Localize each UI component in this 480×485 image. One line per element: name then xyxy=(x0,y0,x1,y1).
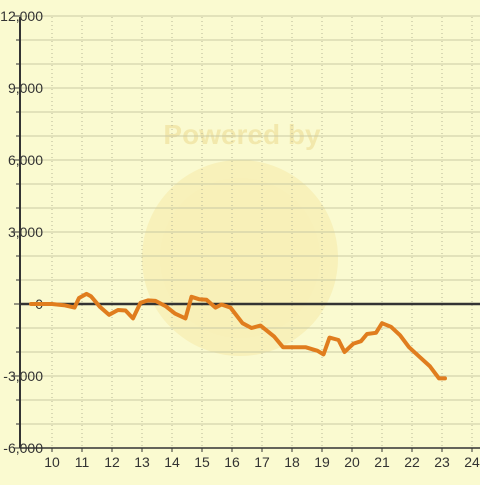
x-tick-label: 17 xyxy=(254,454,270,470)
x-tick-label: 22 xyxy=(404,454,420,470)
x-tick-label: 21 xyxy=(374,454,390,470)
series-line xyxy=(29,291,447,381)
x-tick-label: 13 xyxy=(134,454,150,470)
y-tick-label: 12,000 xyxy=(0,8,43,24)
x-tick-label: 16 xyxy=(224,454,240,470)
y-tick-label: -3,000 xyxy=(3,368,43,384)
x-tick-label: 10 xyxy=(44,454,60,470)
x-tick-label: 15 xyxy=(194,454,210,470)
watermark-text: Powered by xyxy=(163,119,321,150)
y-tick-label: 6,000 xyxy=(8,152,43,168)
y-tick-label: -6,000 xyxy=(3,440,43,456)
x-tick-label: 24 xyxy=(464,454,480,470)
x-tick-label: 23 xyxy=(434,454,450,470)
watermark-logo-inner xyxy=(160,178,320,338)
x-tick-label: 19 xyxy=(314,454,330,470)
x-tick-label: 11 xyxy=(75,454,90,470)
x-tick-label: 12 xyxy=(104,454,120,470)
x-tick-label: 14 xyxy=(164,454,180,470)
x-tick-label: 18 xyxy=(284,454,300,470)
y-tick-label: 3,000 xyxy=(8,224,43,240)
y-tick-label: 9,000 xyxy=(8,80,43,96)
x-tick-label: 20 xyxy=(344,454,360,470)
